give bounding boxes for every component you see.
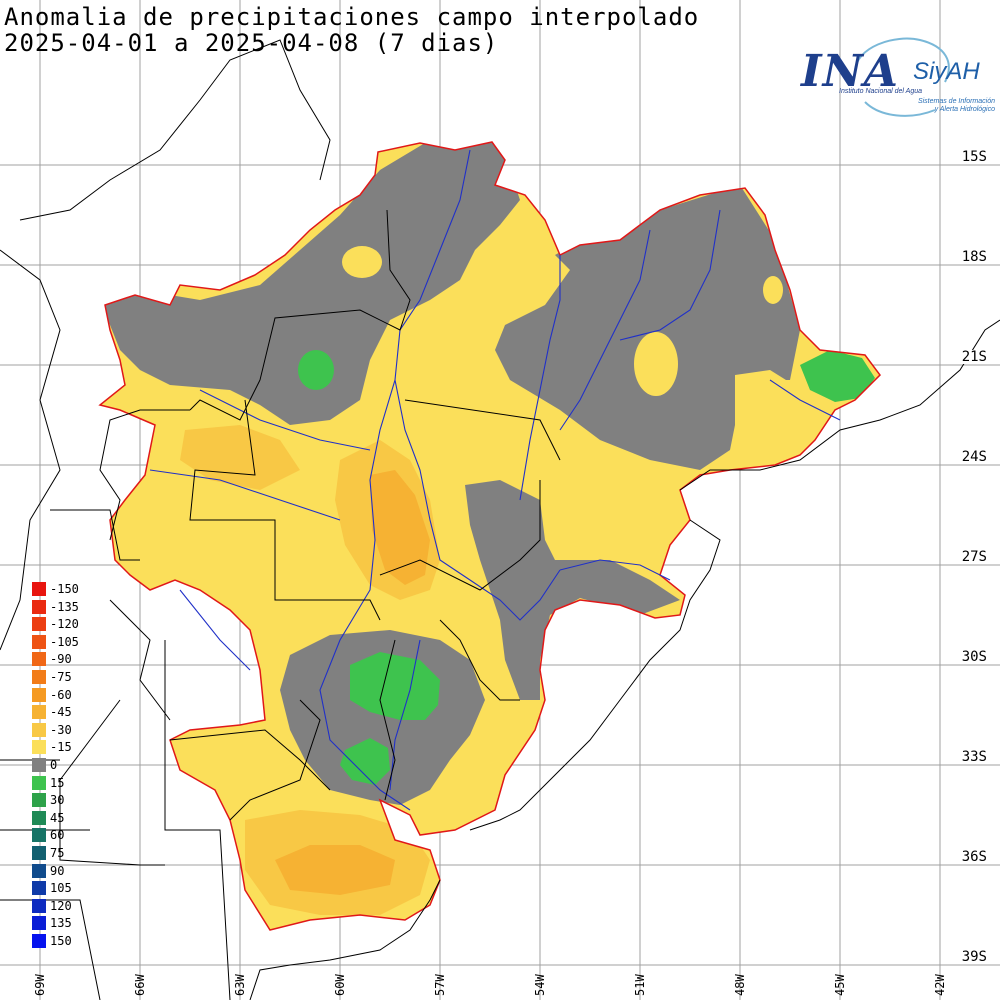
lon-label-63w: 63W [233, 974, 247, 996]
legend-label: -60 [50, 687, 72, 702]
map-title: Anomalia de precipitaciones campo interp… [4, 3, 700, 31]
legend-label: 60 [50, 828, 65, 843]
lon-label-66w: 66W [133, 974, 147, 996]
legend-swatch [32, 916, 46, 931]
anomaly-plus15-north [298, 350, 334, 390]
logo-ina-text: INA [801, 46, 899, 97]
lon-label-42w: 42W [933, 974, 947, 996]
legend-swatch [32, 793, 46, 808]
legend-label: 105 [50, 881, 72, 896]
legend-label: -120 [50, 617, 79, 632]
legend-swatch [32, 934, 46, 948]
anomaly-minus15-pocket-2 [634, 332, 678, 396]
legend-label: -150 [50, 582, 79, 596]
legend-label: 30 [50, 793, 65, 808]
legend-swatch [32, 898, 46, 913]
lon-label-60w: 60W [333, 974, 347, 996]
anomaly-zero-north [100, 142, 520, 425]
legend-swatch [32, 652, 46, 667]
legend-label: -30 [50, 722, 72, 737]
map-date-range: 2025-04-01 a 2025-04-08 (7 dias) [4, 29, 499, 57]
legend-label: 15 [50, 775, 65, 790]
legend-label: 120 [50, 898, 72, 913]
lat-label-39s: 39S [960, 949, 988, 965]
legend-label: 90 [50, 863, 65, 878]
legend-swatch [32, 705, 46, 720]
legend-label: 150 [50, 934, 72, 948]
ina-siyah-logo: INA SiyAH Instituto Nacional del Agua Si… [795, 32, 995, 124]
logo-siyah-text: SiyAH [913, 58, 980, 85]
legend-swatch [32, 599, 46, 614]
anomaly-minus45-c [275, 845, 395, 895]
basin-outline [98, 141, 881, 931]
lat-label-21s: 21S [960, 349, 988, 365]
legend-label: 45 [50, 810, 65, 825]
anomaly-field [100, 142, 880, 930]
logo-system-text: Sistemas de Información y Alerta Hidroló… [917, 98, 995, 113]
legend-label: -90 [50, 652, 72, 667]
anomaly-plus15-south-a [350, 652, 440, 720]
anomaly-minus15-pocket-4 [735, 370, 830, 455]
anomaly-zero-central [465, 480, 680, 700]
logo-swoosh-icon [854, 37, 950, 117]
legend-swatch [32, 722, 46, 737]
anomaly-plus15-south-b [340, 738, 390, 785]
legend-swatch [32, 863, 46, 878]
legend-label: -45 [50, 705, 72, 720]
legend-label: -105 [50, 634, 79, 649]
legend-swatch [32, 740, 46, 755]
lon-label-69w: 69W [33, 974, 47, 996]
anomaly-minus45-a [370, 470, 430, 585]
legend-label: -15 [50, 740, 72, 755]
legend-label: 75 [50, 846, 65, 860]
lon-label-51w: 51W [633, 974, 647, 996]
lat-label-15s: 15S [960, 149, 988, 165]
legend-label: 135 [50, 916, 72, 931]
anomaly-minus15-pocket-3 [763, 276, 783, 304]
lat-label-24s: 24S [960, 449, 988, 465]
legend-label: 0 [50, 758, 58, 772]
anomaly-minus30-b [180, 425, 300, 490]
anomaly-minus15-pocket-1 [342, 246, 382, 278]
lat-label-18s: 18S [960, 249, 988, 265]
rivers [149, 149, 841, 811]
lat-label-36s: 36S [960, 849, 988, 865]
legend-swatch [32, 775, 46, 790]
legend-swatch [32, 810, 46, 825]
legend-swatch [32, 582, 46, 596]
lon-label-57w: 57W [433, 974, 447, 996]
legend-swatch [32, 846, 46, 860]
legend-swatch [32, 687, 46, 702]
legend-swatch [32, 617, 46, 632]
legend-swatch [32, 634, 46, 649]
legend-swatch [32, 670, 46, 684]
legend-swatch [32, 881, 46, 896]
lat-label-27s: 27S [960, 549, 988, 565]
legend-swatch [32, 758, 46, 772]
anomaly-zero-northeast [495, 185, 800, 470]
legend-swatch [32, 828, 46, 843]
lat-label-30s: 30S [960, 649, 988, 665]
anomaly-plus15-east [800, 350, 875, 402]
lon-label-48w: 48W [733, 974, 747, 996]
legend-label: -135 [50, 599, 79, 614]
legend-label: -75 [50, 670, 72, 684]
borders [0, 39, 561, 1000]
lon-label-45w: 45W [833, 974, 847, 996]
logo-institute-text: Instituto Nacional del Agua [839, 88, 923, 95]
lat-label-33s: 33S [960, 749, 988, 765]
lon-label-54w: 54W [533, 974, 547, 996]
